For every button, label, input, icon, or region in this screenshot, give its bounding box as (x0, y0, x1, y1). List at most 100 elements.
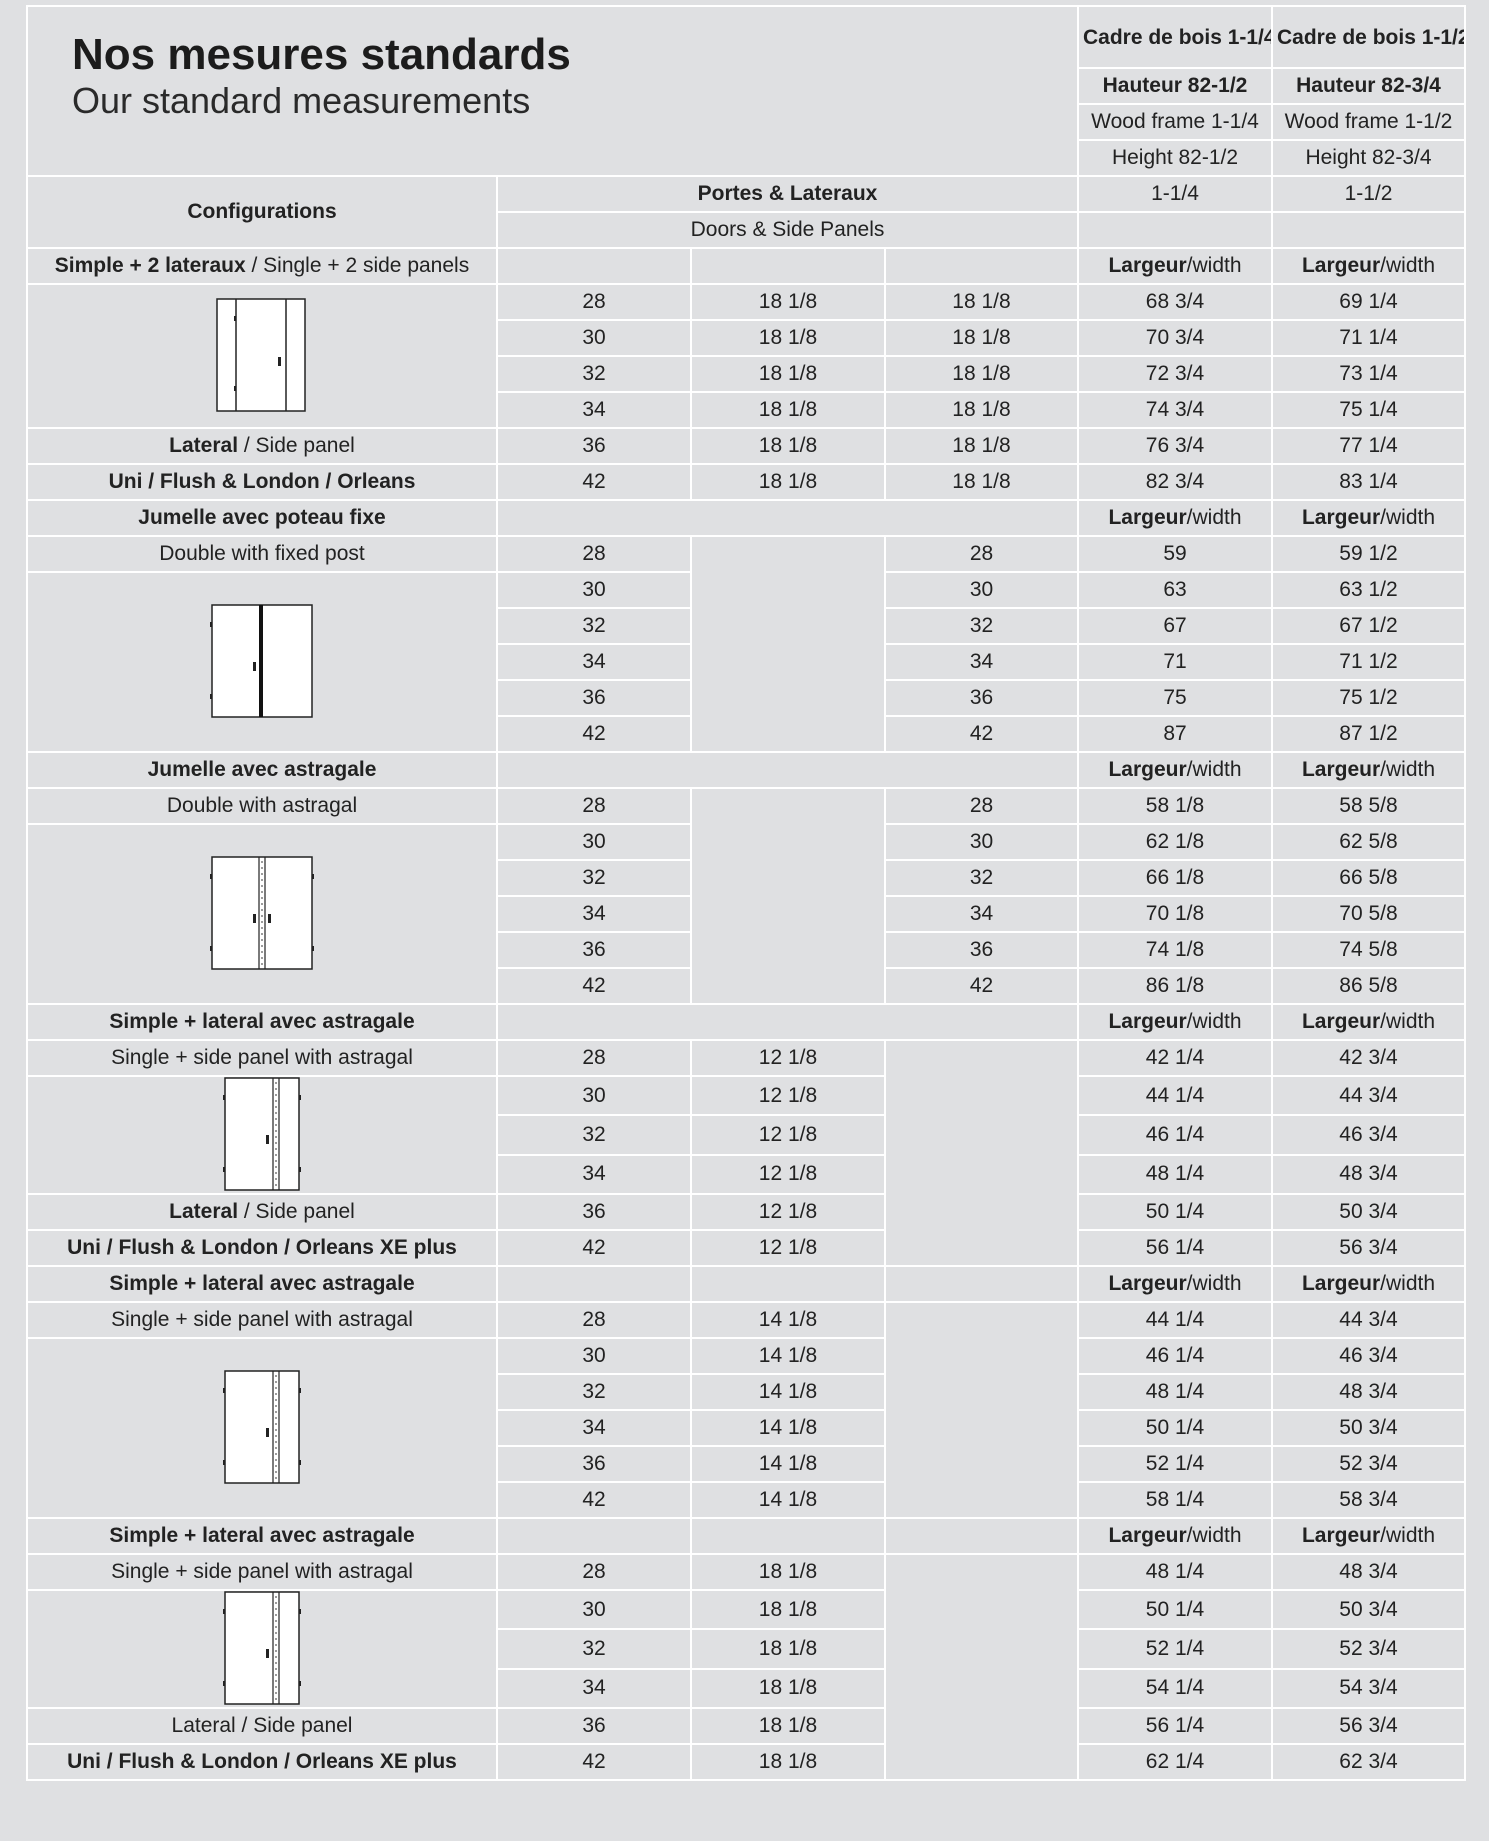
width-label-en: /width (1186, 758, 1242, 781)
table-row: 34 34 70 1/8 70 5/8 (27, 895, 1466, 933)
total-width-cell: 54 1/4 (1077, 1667, 1273, 1710)
width-label-fr: Largeur (1108, 254, 1187, 277)
empty-cell (1271, 211, 1466, 249)
width-label-en: /width (1380, 1010, 1436, 1033)
door-width-cell: 42 (496, 1229, 692, 1267)
panel-width-cell: 12 1/8 (690, 1039, 886, 1077)
page-title-cell: Nos mesures standards Our standard measu… (26, 5, 1079, 177)
width-label-fr: Largeur (1301, 506, 1381, 529)
frame-col-1-size: 1-1/4 (1077, 175, 1273, 213)
door-width-cell: 32 (496, 1114, 692, 1156)
width-label-en: /width (1380, 758, 1436, 781)
total-width-cell: 74 5/8 (1271, 931, 1466, 969)
door-width-cell: 30 (496, 823, 692, 861)
value-cell: 82 3/4 (1077, 463, 1273, 501)
door-width-cell: 42 (884, 715, 1079, 753)
width-label-en: /width (1186, 254, 1242, 277)
table-row: Lateral / Side panel 36 12 1/8 50 1/4 50 3/4 (26, 1193, 1466, 1231)
total-width-cell: 46 3/4 (1271, 1337, 1466, 1375)
width-label-fr: Largeur (1108, 1010, 1187, 1033)
section-heading-rest: / Single + 2 side panels (245, 254, 470, 277)
value-cell: 18 1/8 (690, 319, 886, 357)
width-header-col-1: Largeur/width (1077, 751, 1273, 789)
total-width-cell: 52 1/4 (1077, 1445, 1273, 1483)
door-config-diagram-icon (32, 604, 492, 720)
width-label-fr: Largeur (1301, 254, 1381, 277)
total-width-cell: 56 1/4 (1077, 1707, 1273, 1745)
width-header-col-2: Largeur/width (1271, 751, 1466, 789)
value-cell: 36 (496, 427, 692, 465)
door-width-cell: 42 (496, 1743, 692, 1781)
panel-width-cell: 18 1/8 (690, 1707, 886, 1745)
total-width-cell: 48 1/4 (1077, 1553, 1273, 1591)
door-width-cell: 32 (496, 1373, 692, 1411)
total-width-cell: 75 (1077, 679, 1273, 717)
value-cell: 18 1/8 (884, 319, 1079, 357)
section-heading-row: Jumelle avec poteau fixe Largeur/width Lar… (26, 499, 1466, 537)
total-width-cell: 63 1/2 (1271, 571, 1466, 609)
total-width-cell: 62 1/4 (1077, 1743, 1273, 1781)
door-width-cell: 34 (884, 643, 1079, 681)
section-heading-row: Jumelle avec astragale Largeur/width Large… (26, 751, 1466, 789)
total-width-cell: 52 3/4 (1271, 1445, 1466, 1483)
table-row: 42 14 1/8 58 1/4 58 3/4 (27, 1481, 1466, 1519)
empty-cell (884, 1039, 1079, 1267)
width-label-en: /width (1186, 1524, 1242, 1547)
panel-width-cell: 14 1/8 (690, 1373, 886, 1411)
empty-cell (690, 535, 886, 753)
door-width-cell: 30 (884, 571, 1079, 609)
door-width-cell: 30 (496, 1337, 692, 1375)
table-row: Lateral / Side panel 36 18 1/8 56 1/4 56 3/4 (26, 1707, 1466, 1745)
door-width-cell: 34 (496, 1667, 692, 1710)
total-width-cell: 66 5/8 (1271, 859, 1466, 897)
total-width-cell: 48 3/4 (1271, 1153, 1466, 1196)
width-label-fr: Largeur (1301, 1010, 1381, 1033)
empty-cell (884, 1517, 1079, 1555)
width-label-fr: Largeur (1301, 1272, 1381, 1295)
value-cell: 76 3/4 (1077, 427, 1273, 465)
width-label-en: /width (1186, 1272, 1242, 1295)
total-width-cell: 58 1/8 (1077, 787, 1273, 825)
value-cell: 18 1/8 (884, 391, 1079, 429)
panel-width-cell: 14 1/8 (690, 1301, 886, 1339)
table-row: 30 12 1/8 44 1/4 44 3/4 (26, 1074, 1466, 1195)
door-config-diagram-icon (32, 298, 492, 414)
door-config-diagram-icon (32, 1592, 492, 1706)
side-panel-label: Lateral / Side panel (26, 1193, 498, 1231)
width-header-col-2: Largeur/width (1271, 1003, 1466, 1041)
section-subheading: Double with fixed post (26, 535, 498, 573)
width-label-fr: Largeur (1108, 1524, 1187, 1547)
empty-cell (884, 1553, 1079, 1781)
table-row: 34 18 1/8 18 1/8 74 3/4 75 1/4 (27, 391, 1466, 429)
table-row: 30 18 1/8 18 1/8 70 3/4 71 1/4 (27, 319, 1466, 357)
table-row: 28 18 1/8 18 1/8 68 3/4 69 1/4 (26, 283, 1466, 429)
total-width-cell: 70 1/8 (1077, 895, 1273, 933)
total-width-cell: 58 5/8 (1271, 787, 1466, 825)
sections-body: Simple + 2 lateraux / Single + 2 side pa… (26, 247, 1466, 1781)
total-width-cell: 42 1/4 (1077, 1039, 1273, 1077)
door-width-cell: 30 (496, 1074, 692, 1117)
empty-cell (690, 1265, 886, 1303)
model-footer: Uni / Flush & London / Orleans (26, 463, 498, 501)
section-heading-row: Simple + lateral avec astragale Largeur/w… (26, 1265, 1466, 1303)
width-header-col-2: Largeur/width (1271, 1517, 1466, 1555)
panel-width-cell: 12 1/8 (690, 1193, 886, 1231)
table-row: 36 36 74 1/8 74 5/8 (27, 931, 1466, 969)
total-width-cell: 50 3/4 (1271, 1193, 1466, 1231)
value-cell: 72 3/4 (1077, 355, 1273, 393)
table-row: 30 18 1/8 50 1/4 50 3/4 (26, 1588, 1466, 1709)
total-width-cell: 48 1/4 (1077, 1153, 1273, 1196)
value-cell: 30 (496, 319, 692, 357)
door-width-cell: 30 (884, 823, 1079, 861)
width-header-col-1: Largeur/width (1077, 499, 1273, 537)
panel-width-cell: 14 1/8 (690, 1409, 886, 1447)
section-heading-bold: Simple + 2 lateraux (54, 254, 246, 277)
table-row: 32 18 1/8 52 1/4 52 3/4 (27, 1628, 1466, 1670)
table-row: 36 36 75 75 1/2 (27, 679, 1466, 717)
table-row: Uni / Flush & London / Orleans 42 18 1/8 18… (26, 463, 1466, 501)
width-label-en: /width (1186, 1010, 1242, 1033)
total-width-cell: 62 5/8 (1271, 823, 1466, 861)
width-header-col-1: Largeur/width (1077, 1517, 1273, 1555)
width-label-en: /width (1380, 506, 1436, 529)
panel-width-cell: 12 1/8 (690, 1229, 886, 1267)
